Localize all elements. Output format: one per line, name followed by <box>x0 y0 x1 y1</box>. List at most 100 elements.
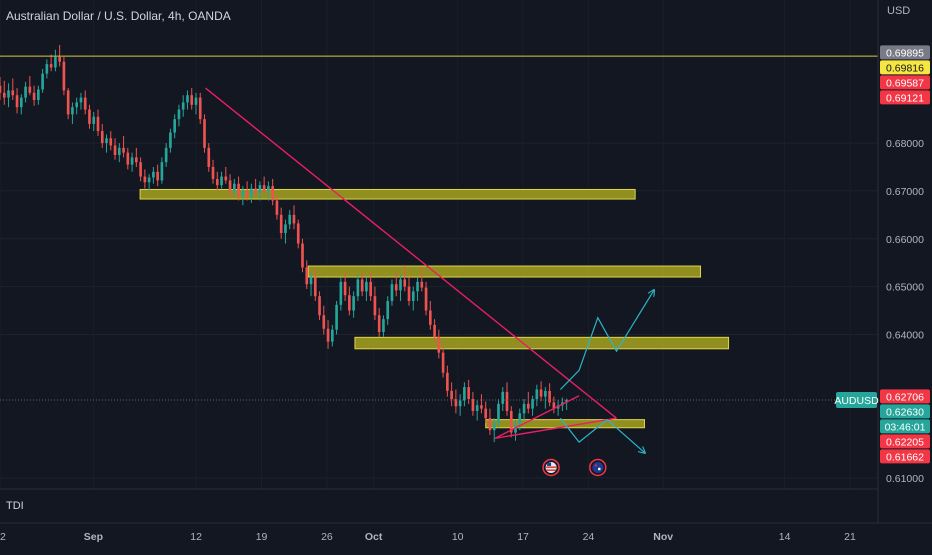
candle-body <box>463 387 466 401</box>
candle-body <box>41 73 44 90</box>
candle-body <box>446 372 449 391</box>
candle-body <box>309 277 313 285</box>
time-tick-label: 22 <box>0 531 6 543</box>
candle-body <box>471 399 475 412</box>
symbol-tag <box>836 392 877 409</box>
price-label-text: 03:46:01 <box>885 421 926 433</box>
candle-body <box>62 61 66 91</box>
candle-body <box>365 281 368 292</box>
candle-body <box>173 119 177 133</box>
candle-body <box>0 85 2 93</box>
candle-body <box>28 86 32 93</box>
candle-body <box>143 176 147 183</box>
au-flag-event-icon[interactable] <box>589 458 607 477</box>
candle-body <box>198 97 202 120</box>
candle-body <box>207 147 211 167</box>
candle-body <box>233 183 236 191</box>
candle-body <box>24 86 27 98</box>
candle-body <box>139 162 142 177</box>
candle-body <box>535 389 539 400</box>
drawings[interactable] <box>0 55 878 452</box>
candle-body <box>113 145 117 156</box>
candle-body <box>352 296 355 311</box>
candle-body <box>437 336 441 353</box>
candle-body <box>2 92 6 98</box>
candle-body <box>164 147 168 163</box>
candle-body <box>292 214 296 224</box>
event-markers[interactable] <box>542 458 607 477</box>
candle-body <box>224 176 228 181</box>
candle-body <box>526 403 530 409</box>
candle-body <box>420 281 424 288</box>
candle-body <box>100 131 104 144</box>
candle-body <box>411 291 415 301</box>
candle-body <box>428 310 432 325</box>
candle-body <box>565 400 568 403</box>
trendline-base[interactable] <box>494 417 617 439</box>
candle-body <box>32 92 36 101</box>
candle-body <box>49 64 53 68</box>
candle-body <box>11 90 15 96</box>
candle-body <box>228 180 232 191</box>
candle-body <box>15 95 19 108</box>
candle-body <box>152 171 155 178</box>
candle-body <box>130 157 134 165</box>
candle-body <box>305 267 309 285</box>
candle-body <box>275 200 279 215</box>
price-label-box <box>880 419 930 434</box>
candle-body <box>262 185 266 191</box>
time-tick-label: 17 <box>517 531 529 543</box>
candles <box>0 44 568 443</box>
candle-body <box>544 390 547 397</box>
zone-rectangle[interactable] <box>307 265 702 278</box>
price-label-box <box>880 449 930 464</box>
indicator-label[interactable]: TDI <box>6 500 24 512</box>
trendline[interactable] <box>205 87 617 419</box>
candle-body <box>331 329 334 342</box>
price-label-text: 0.69895 <box>886 47 924 59</box>
symbol-tag-text: AUDUSD <box>834 395 879 407</box>
candle-body <box>190 95 194 105</box>
candle-body <box>497 403 500 423</box>
zone-rectangle[interactable] <box>139 188 636 200</box>
time-tick-label: Oct <box>365 531 383 543</box>
candle-body <box>377 315 381 333</box>
time-tick-label: 12 <box>190 531 202 543</box>
candle-body <box>450 390 453 400</box>
candle-body <box>54 56 57 68</box>
chart-title[interactable]: Australian Dollar / U.S. Dollar, 4h, OAN… <box>6 9 231 23</box>
candle-body <box>88 109 91 124</box>
candle-body <box>241 190 245 196</box>
candle-body <box>552 402 556 409</box>
candle-body <box>203 119 206 148</box>
candle-body <box>220 176 223 186</box>
candle-body <box>335 304 338 330</box>
candle-body <box>382 319 385 333</box>
candle-body <box>122 147 125 153</box>
candle-body <box>45 64 49 74</box>
candle-body <box>66 90 70 115</box>
time-tick-label: 10 <box>452 531 464 543</box>
projection-path[interactable] <box>559 417 644 452</box>
us-flag-event-icon[interactable] <box>542 458 560 477</box>
time-tick-label: Nov <box>653 531 673 543</box>
candle-body <box>194 97 198 105</box>
candle-body <box>169 132 172 148</box>
candle-body <box>37 89 40 101</box>
candle-body <box>92 116 96 124</box>
candle-body <box>488 418 492 431</box>
projection-path[interactable] <box>559 290 653 390</box>
time-tick-label: 14 <box>779 531 791 543</box>
time-tick-label: 19 <box>256 531 268 543</box>
zone-rectangle[interactable] <box>354 336 730 350</box>
candle-body <box>433 324 436 337</box>
candle-body <box>348 295 351 311</box>
candle-body <box>343 281 347 296</box>
price-label-text: 0.62706 <box>886 391 924 403</box>
price-label-text: 0.69121 <box>886 92 924 104</box>
price-label-box <box>880 404 930 419</box>
trendline[interactable] <box>494 395 580 439</box>
price-tick-label: 0.65000 <box>886 282 924 294</box>
